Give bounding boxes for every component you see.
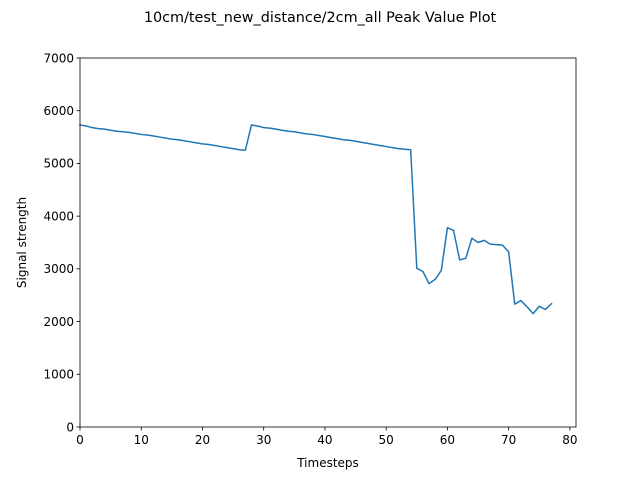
y-axis-label: Signal strength [15, 197, 29, 288]
x-tick-label: 60 [440, 433, 455, 447]
chart-title: 10cm/test_new_distance/2cm_all Peak Valu… [144, 10, 497, 26]
plot-frame [79, 57, 577, 428]
x-tick-label: 80 [562, 433, 577, 447]
y-tick-label: 6000 [43, 104, 74, 118]
x-tick-label: 50 [379, 433, 394, 447]
series-line [79, 124, 553, 315]
y-tick-label: 2000 [43, 315, 74, 329]
x-axis-label: Timesteps [296, 456, 359, 470]
y-tick-label: 7000 [43, 51, 74, 65]
plot-area [79, 57, 577, 428]
y-tick-label: 5000 [43, 157, 74, 171]
y-tick-label: 4000 [43, 209, 74, 223]
y-tick-label: 0 [66, 420, 74, 434]
y-axis: 0 1000 2000 3000 4000 5000 6000 7000 [43, 51, 80, 434]
x-tick-label: 70 [501, 433, 516, 447]
x-tick-label: 30 [256, 433, 271, 447]
x-tick-label: 0 [76, 433, 84, 447]
x-tick-label: 20 [195, 433, 210, 447]
series-layer [79, 124, 553, 315]
x-tick-label: 40 [317, 433, 332, 447]
x-tick-label: 10 [134, 433, 149, 447]
y-tick-label: 1000 [43, 368, 74, 382]
y-tick-label: 3000 [43, 262, 74, 276]
x-axis: 0 10 20 30 40 50 60 70 80 [76, 427, 578, 447]
